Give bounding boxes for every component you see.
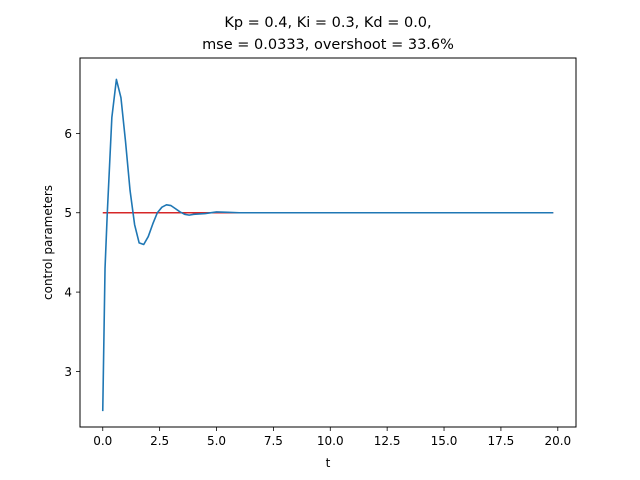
y-axis-label: control parameters (41, 185, 55, 300)
chart-title-line2: mse = 0.0333, overshoot = 33.6% (202, 37, 454, 53)
x-tick-label: 17.5 (488, 434, 515, 448)
x-axis-label: t (326, 456, 331, 470)
chart-title-line1: Kp = 0.4, Ki = 0.3, Kd = 0.0, (224, 15, 431, 31)
x-tick-label: 10.0 (317, 434, 344, 448)
y-tick-label: 5 (64, 206, 72, 220)
y-axis: 3 4 5 6 (64, 127, 80, 379)
x-tick-label: 15.0 (431, 434, 458, 448)
x-tick-label: 0.0 (93, 434, 112, 448)
y-tick-label: 6 (64, 127, 72, 141)
x-tick-label: 12.5 (374, 434, 401, 448)
x-axis: 0.0 2.5 5.0 7.5 10.0 12.5 15.0 17.5 20.0 (93, 427, 571, 448)
x-tick-label: 20.0 (544, 434, 571, 448)
plot-series (101, 78, 554, 412)
y-tick-label: 4 (64, 286, 72, 300)
plot-frame (79, 57, 577, 428)
x-tick-label: 2.5 (150, 434, 169, 448)
y-tick-label: 3 (64, 365, 72, 379)
series-line-1 (101, 78, 554, 412)
x-tick-label: 5.0 (207, 434, 226, 448)
x-tick-label: 7.5 (264, 434, 283, 448)
